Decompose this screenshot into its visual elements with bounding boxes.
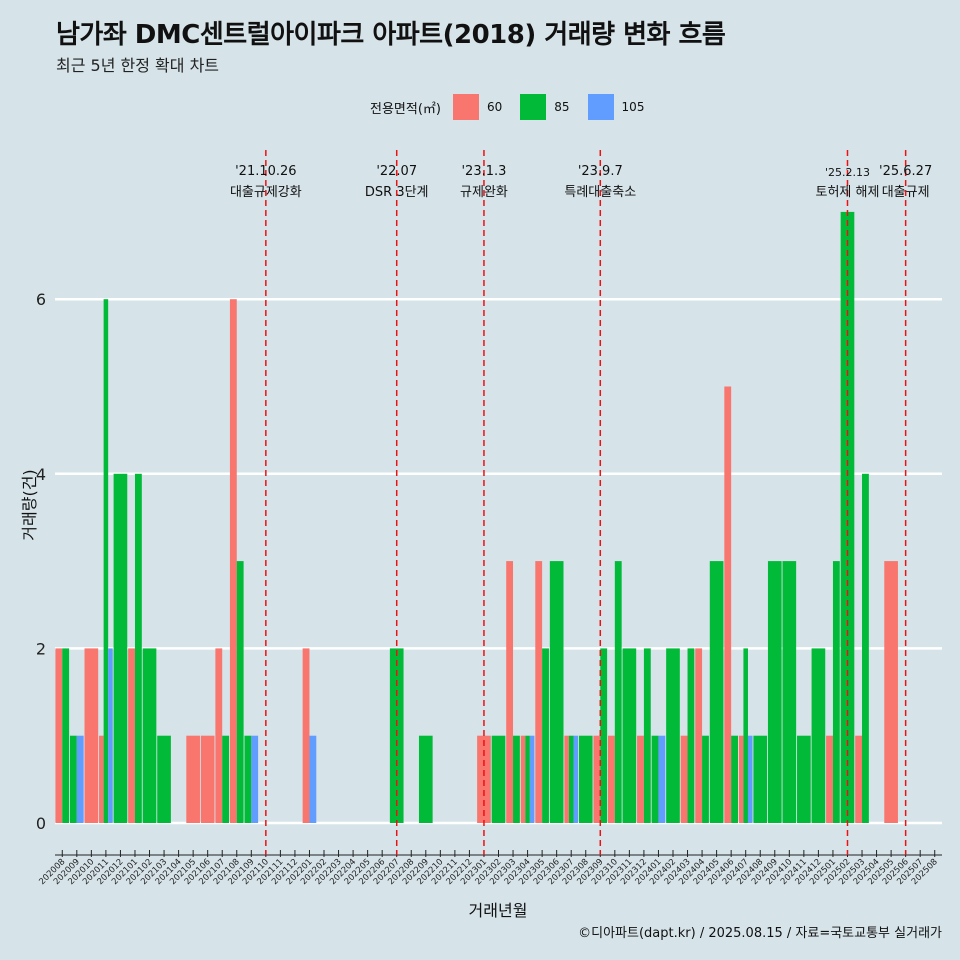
bar-85-202403 xyxy=(687,648,695,823)
bar-60-202309 xyxy=(593,735,601,823)
bar-60-202303 xyxy=(506,561,514,823)
bar-60-202404 xyxy=(695,648,703,823)
bar-85-202307 xyxy=(568,735,574,823)
bar-105-202401 xyxy=(658,735,666,823)
bar-85-202412 xyxy=(811,648,826,823)
event-desc-label: 특례대출축소 xyxy=(564,185,636,200)
bar-105-202407 xyxy=(747,735,753,823)
bar-85-202407 xyxy=(743,648,748,823)
event-date-label: '25.6.27 xyxy=(879,164,932,179)
bar-85-202109 xyxy=(244,735,252,823)
bar-60-202107 xyxy=(215,648,223,823)
bar-60-202011 xyxy=(99,735,104,823)
event-desc-label: 대출규제 xyxy=(882,185,930,200)
bar-85-202310 xyxy=(614,561,622,823)
legend-swatch-60 xyxy=(452,94,479,120)
y-axis-label: 거래량(건) xyxy=(20,469,39,541)
bar-85-202303 xyxy=(513,735,520,823)
bar-85-202503 xyxy=(862,473,869,823)
chart-subtitle: 최근 5년 한정 확대 차트 xyxy=(56,56,220,75)
bar-85-202502 xyxy=(840,211,855,823)
bar-85-202501 xyxy=(832,561,840,823)
event-desc-label: 대출규제강화 xyxy=(230,185,302,200)
event-date-label: '23.9.7 xyxy=(578,164,623,179)
bar-85-202408 xyxy=(753,735,768,823)
bar-60-202307 xyxy=(564,735,569,823)
legend-label-85: 85 xyxy=(554,100,570,114)
bar-85-202101 xyxy=(134,473,142,823)
event-desc-label: 규제완화 xyxy=(460,185,508,200)
legend: 전용면적(㎡) 60 85 105 xyxy=(370,93,654,121)
bar-60-202010 xyxy=(84,648,99,823)
bar-60-202108 xyxy=(229,299,237,823)
bar-85-202209 xyxy=(418,735,433,823)
bar-60-202201 xyxy=(302,648,310,823)
legend-swatch-105 xyxy=(587,94,614,120)
bar-85-202312 xyxy=(643,648,651,823)
bar-85-202401 xyxy=(651,735,659,823)
bar-60-202501 xyxy=(826,735,833,823)
bar-60-202310 xyxy=(607,735,615,823)
bar-85-202011 xyxy=(103,299,109,823)
bar-85-202411 xyxy=(797,735,811,823)
bar-85-202103 xyxy=(157,735,171,823)
bar-85-202302 xyxy=(491,735,506,823)
x-axis-label: 거래년월 xyxy=(468,901,528,920)
bar-60-202403 xyxy=(680,735,688,823)
event-desc-label: DSR 3단계 xyxy=(365,185,429,200)
bar-85-202305 xyxy=(542,648,549,823)
bar-85-202102 xyxy=(142,648,157,823)
bar-85-202108 xyxy=(236,561,244,823)
y-tick-label: 4 xyxy=(36,465,46,484)
event-date-label: '23.1.3 xyxy=(461,164,506,179)
bar-60-202106 xyxy=(200,735,215,823)
bar-85-202405 xyxy=(709,561,724,823)
event-date-label: '21.10.26 xyxy=(235,164,296,179)
bar-60-202312 xyxy=(637,735,644,823)
bar-60-202105 xyxy=(186,735,200,823)
legend-label-60: 60 xyxy=(486,100,503,114)
bar-105-202109 xyxy=(251,735,259,823)
bar-85-202406 xyxy=(731,735,738,823)
legend-swatch-85 xyxy=(520,94,547,120)
chart-title: 남가좌 DMC센트럴아이파크 아파트(2018) 거래량 변화 흐름 xyxy=(56,20,726,50)
bar-85-202012 xyxy=(113,473,128,823)
legend-label-105: 105 xyxy=(621,100,645,114)
y-tick-label: 6 xyxy=(36,290,46,309)
bar-85-202409 xyxy=(767,561,782,823)
bar-85-202008 xyxy=(62,648,70,823)
bar-60-202008 xyxy=(55,648,63,823)
event-date-label: '22.07 xyxy=(376,164,417,179)
bar-105-202009 xyxy=(76,735,84,823)
event-desc-label: 토허제 해제 xyxy=(816,185,880,200)
bar-105-202201 xyxy=(309,735,317,823)
bar-85-202402 xyxy=(666,648,680,823)
bar-60-202301 xyxy=(477,735,491,823)
bar-105-202304 xyxy=(529,735,535,823)
bar-60-202406 xyxy=(724,386,732,823)
bar-60-202503 xyxy=(855,735,863,823)
bar-105-202011 xyxy=(108,648,113,823)
bar-85-202404 xyxy=(702,735,709,823)
event-date-label: '25.2.13 xyxy=(825,166,870,179)
legend-title: 전용면적(㎡) xyxy=(370,101,441,117)
bar-85-202309 xyxy=(600,648,608,823)
bar-105-202307 xyxy=(573,735,579,823)
bar-85-202306 xyxy=(549,561,564,823)
bar-60-202407 xyxy=(738,735,744,823)
bar-85-202107 xyxy=(222,735,230,823)
bar-85-202308 xyxy=(578,735,593,823)
bar-85-202410 xyxy=(782,561,797,823)
bar-85-202304 xyxy=(525,735,530,823)
bar-60-202304 xyxy=(520,735,526,823)
bar-60-202101 xyxy=(128,648,135,823)
y-tick-label: 0 xyxy=(36,814,46,833)
source-caption: ©디아파트(dapt.kr) / 2025.08.15 / 자료=국토교통부 실… xyxy=(578,926,942,941)
bar-85-202311 xyxy=(622,648,637,823)
bar-85-202009 xyxy=(69,735,77,823)
y-tick-label: 2 xyxy=(36,639,46,658)
bar-60-202305 xyxy=(535,561,543,823)
bar-60-202505 xyxy=(884,561,898,823)
